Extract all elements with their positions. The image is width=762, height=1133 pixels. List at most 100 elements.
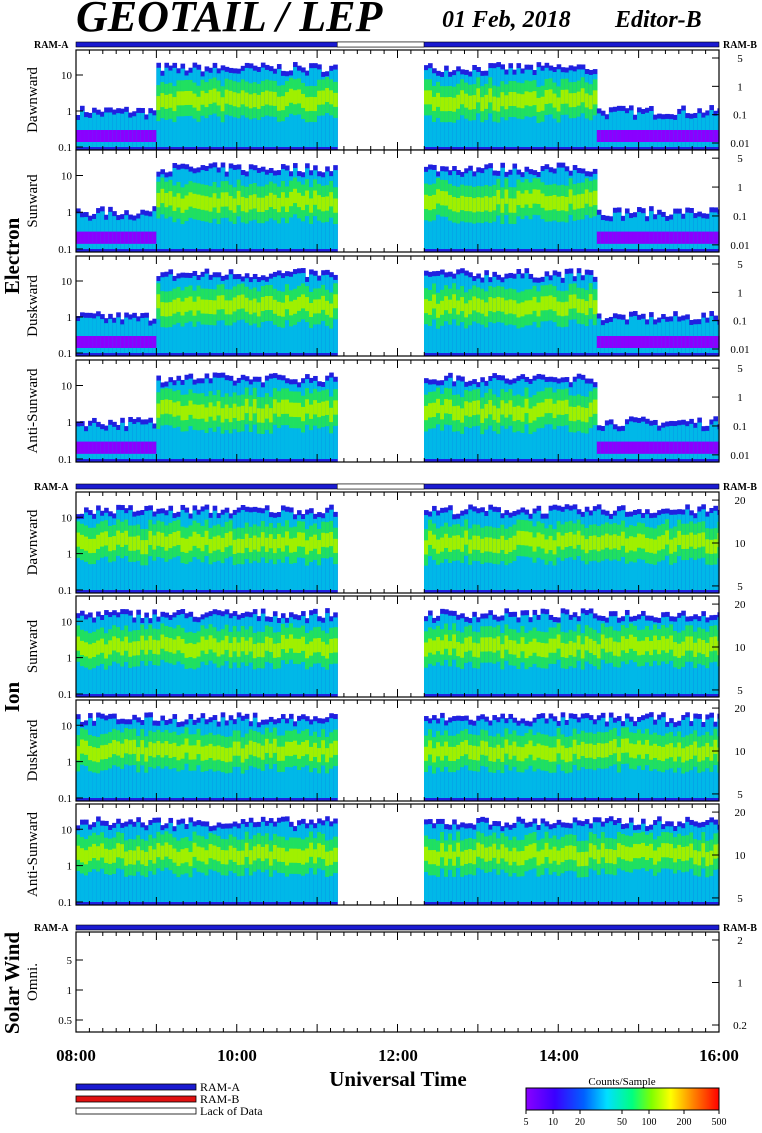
spectro-col <box>649 130 654 142</box>
spectro-col <box>305 297 310 311</box>
spectro-col <box>444 97 449 111</box>
spectro-col <box>424 642 429 656</box>
spectro-col <box>500 536 505 550</box>
spectro-col <box>649 442 654 454</box>
spectro-col <box>561 302 566 316</box>
spectro-col <box>504 95 509 109</box>
spectro-col <box>645 336 650 348</box>
right-tick-label: 20 <box>735 599 747 611</box>
spectro-col <box>524 190 529 204</box>
spectro-col <box>168 638 173 652</box>
spectro-col <box>605 442 610 454</box>
spectro-col <box>213 638 218 652</box>
spectro-col <box>241 406 246 420</box>
spectro-col <box>120 844 125 858</box>
spectro-col <box>440 640 445 654</box>
spectro-col <box>701 746 706 760</box>
spectro-col <box>565 302 570 316</box>
spectro-col <box>565 400 570 414</box>
spectro-col <box>273 92 278 106</box>
spectro-col <box>112 336 117 348</box>
spectro-col <box>669 232 674 244</box>
spectro-col <box>472 536 477 550</box>
spectro-col <box>601 843 606 857</box>
spectro-col <box>124 739 129 753</box>
panel-ylabel: Anti-Sunward <box>25 368 41 453</box>
spectro-col <box>601 744 606 758</box>
spectro-col <box>468 540 473 554</box>
spectro-col <box>440 191 445 205</box>
spectro-col <box>116 130 121 142</box>
spectro-col <box>321 740 326 754</box>
spectro-col <box>209 197 214 211</box>
spectro-col <box>500 644 505 658</box>
spectro-col <box>225 850 230 864</box>
spectro-col <box>549 849 554 863</box>
panel-ylabel: Sunward <box>25 174 41 228</box>
spectro-col <box>116 442 121 454</box>
spectro-col <box>541 402 546 416</box>
spectro-col <box>468 300 473 314</box>
spectro-col <box>444 742 449 756</box>
spectro-col <box>120 641 125 655</box>
spectro-col <box>484 404 489 418</box>
spectro-col <box>713 740 718 754</box>
spectro-col <box>673 747 678 761</box>
spectro-col <box>516 531 521 545</box>
spectro-col <box>529 92 534 106</box>
spectro-col <box>701 130 706 142</box>
spectro-col <box>92 130 97 142</box>
spectro-col <box>444 191 449 205</box>
spectro-col <box>456 406 461 420</box>
spectro-col <box>209 744 214 758</box>
spectro-col <box>448 195 453 209</box>
spectro-col <box>297 532 302 546</box>
spectro-col <box>293 90 298 104</box>
spectro-col <box>436 637 441 651</box>
spectro-col <box>124 531 129 545</box>
spectro-col <box>217 91 222 105</box>
spectro-col <box>613 130 618 142</box>
panel-ylabel: Duskward <box>25 275 41 337</box>
spectro-col <box>480 300 485 314</box>
spectro-col <box>180 406 185 420</box>
spectro-col <box>440 405 445 419</box>
spectro-col <box>520 637 525 651</box>
spectro-col <box>657 640 662 654</box>
spectro-col <box>529 409 534 423</box>
spectro-col <box>557 97 562 111</box>
spectro-col <box>197 534 202 548</box>
spectro-col <box>297 849 302 863</box>
spectro-col <box>120 232 125 244</box>
spectro-col <box>213 746 218 760</box>
spectro-col <box>120 533 125 547</box>
spectro-col <box>705 539 710 553</box>
spectro-col <box>428 196 433 210</box>
spectro-col <box>193 194 198 208</box>
spectro-col <box>333 539 338 553</box>
spectro-col <box>92 232 97 244</box>
spectro-col <box>144 852 149 866</box>
spectro-col <box>444 635 449 649</box>
spectro-col <box>709 747 714 761</box>
spectro-col <box>104 232 109 244</box>
spectro-col <box>116 741 121 755</box>
panel-ylabel: Dawnward <box>25 509 41 575</box>
spectro-col <box>313 849 318 863</box>
spectro-col <box>705 130 710 142</box>
spectro-col <box>281 192 286 206</box>
left-tick-label: 1 <box>67 106 73 118</box>
spectro-col <box>424 747 429 761</box>
spectro-col <box>464 303 469 317</box>
spectro-col <box>140 442 145 454</box>
spectro-col <box>553 297 558 311</box>
left-tick-label: 1 <box>67 653 73 665</box>
spectro-col <box>561 536 566 550</box>
spectro-col <box>601 232 606 244</box>
spectro-col <box>669 743 674 757</box>
spectro-col <box>293 639 298 653</box>
spectro-col <box>100 336 105 348</box>
spectro-col <box>601 130 606 142</box>
